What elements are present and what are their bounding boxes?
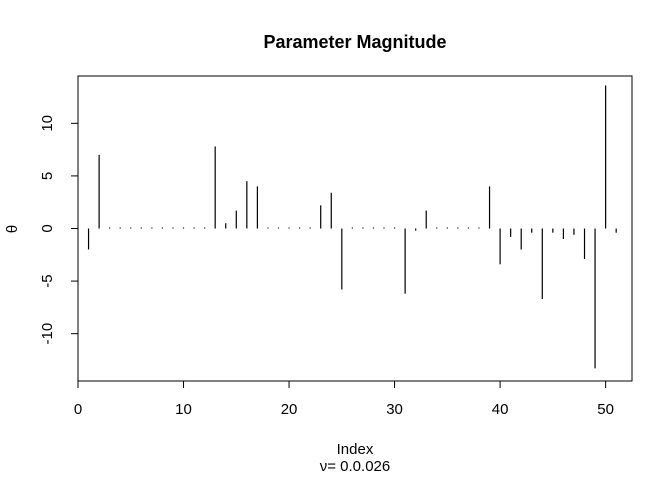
y-tick-label: 0 xyxy=(39,224,56,232)
x-tick-label: 50 xyxy=(597,401,614,418)
y-axis-label: θ xyxy=(4,225,21,233)
y-tick-label: 5 xyxy=(39,172,56,180)
x-axis-label: Index xyxy=(337,441,374,458)
x-tick-label: 20 xyxy=(281,401,298,418)
x-axis: 0 10 20 30 40 50 xyxy=(74,380,614,418)
plot-frame xyxy=(77,75,633,382)
x-tick-label: 10 xyxy=(175,401,192,418)
y-tick-label: -10 xyxy=(39,323,56,345)
data-spikes xyxy=(87,85,617,369)
y-tick-label: -5 xyxy=(39,274,56,287)
x-axis-subtitle: ν= 0.0.026 xyxy=(320,458,390,475)
y-axis: -10 -5 0 5 10 xyxy=(39,115,79,345)
y-tick-label: 10 xyxy=(39,115,56,132)
x-tick-label: 30 xyxy=(386,401,403,418)
chart-title: Parameter Magnitude xyxy=(263,32,446,52)
x-tick-label: 40 xyxy=(492,401,509,418)
x-tick-label: 0 xyxy=(74,401,82,418)
